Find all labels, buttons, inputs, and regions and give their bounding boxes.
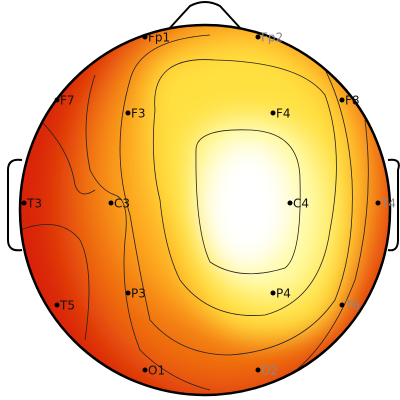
electrode-dot bbox=[255, 367, 261, 373]
electrode-label: O1 bbox=[148, 364, 165, 378]
electrode-dot bbox=[339, 302, 345, 308]
nose bbox=[167, 1, 243, 31]
right-ear bbox=[387, 158, 400, 252]
head-outline bbox=[18, 23, 392, 397]
electrode-label: Fp1 bbox=[148, 31, 170, 45]
electrode-dot bbox=[339, 97, 345, 103]
electrodes: Fp1 Fp2 F7 F3 F4 F8 T3 C3 C4 T4 T5 P3 P4 T6 O1 O2 bbox=[21, 31, 396, 378]
electrode-label: C3 bbox=[114, 197, 130, 211]
electrode-dot bbox=[125, 110, 131, 116]
electrode-label: T3 bbox=[26, 197, 42, 211]
electrode-label: F3 bbox=[131, 107, 146, 121]
electrode-label: F8 bbox=[345, 94, 360, 108]
electrode-label: T6 bbox=[344, 299, 360, 313]
electrode-dot bbox=[142, 367, 148, 373]
electrode-label: C4 bbox=[293, 197, 309, 211]
electrode-dot bbox=[255, 34, 261, 40]
electrode-dot bbox=[54, 302, 60, 308]
electrode-label: P3 bbox=[131, 287, 146, 301]
electrode-dot bbox=[108, 200, 114, 206]
electrode-dot bbox=[125, 290, 131, 296]
electrode-label: O2 bbox=[261, 364, 278, 378]
electrode-dot bbox=[54, 97, 60, 103]
electrode-label: P4 bbox=[276, 287, 291, 301]
electrode-dot bbox=[270, 290, 276, 296]
electrode-dot bbox=[287, 200, 293, 206]
electrode-label: T4 bbox=[380, 197, 396, 211]
left-ear bbox=[7, 158, 23, 252]
electrode-dot bbox=[142, 34, 148, 40]
electrode-dot bbox=[270, 110, 276, 116]
electrode-label: F4 bbox=[276, 107, 291, 121]
electrode-dot bbox=[21, 200, 27, 206]
electrode-label: F7 bbox=[60, 94, 75, 108]
electrode-label: Fp2 bbox=[261, 31, 283, 45]
electrode-label: T5 bbox=[59, 299, 75, 313]
electrode-dot bbox=[375, 200, 381, 206]
